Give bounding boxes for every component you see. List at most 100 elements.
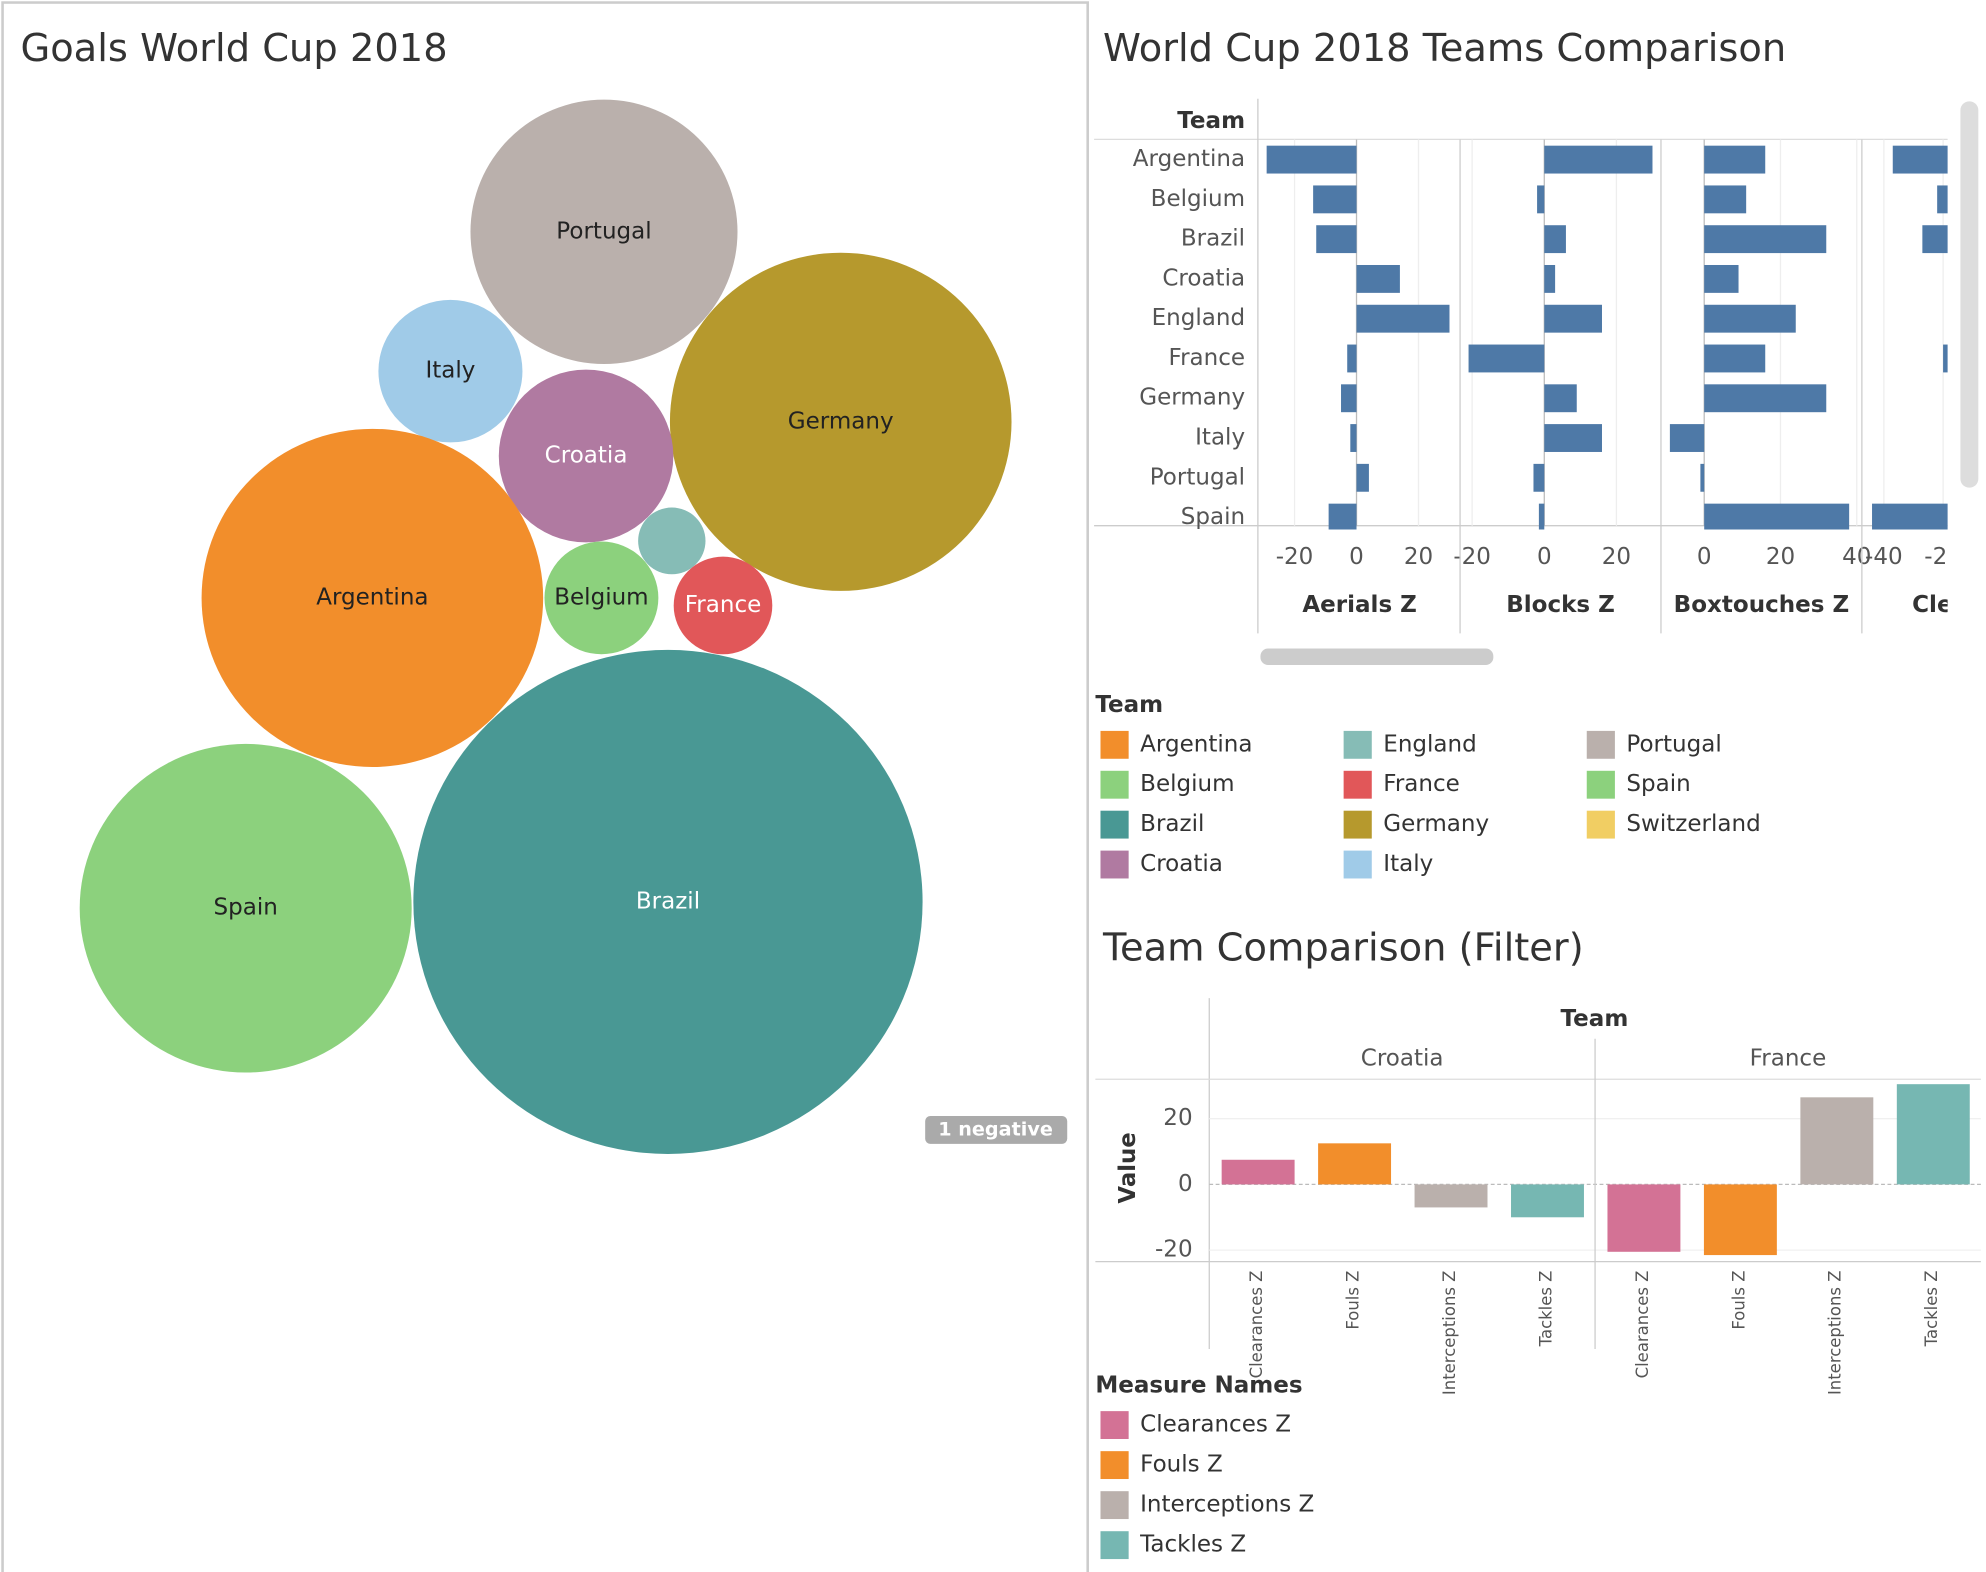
legend-swatch	[1343, 770, 1372, 799]
panel-label: Cleara..	[1912, 592, 1986, 618]
bar	[1533, 463, 1545, 492]
bubble-label: Italy	[425, 358, 475, 384]
bar	[1350, 424, 1357, 452]
bar	[1468, 344, 1545, 373]
bar	[1356, 463, 1369, 492]
bubble	[498, 369, 674, 543]
bubble	[201, 428, 544, 767]
bar	[1937, 185, 1948, 214]
bar	[1544, 424, 1602, 452]
bar	[1872, 503, 1948, 530]
bubble-label: Croatia	[545, 443, 628, 469]
bubble-chart: Goals World Cup 2018 Portugal Italy Germany…	[20, 27, 1761, 1154]
legend-label: Tackles Z	[1139, 1532, 1246, 1558]
bar	[1943, 344, 1948, 373]
panel-label: Boxtouches Z	[1674, 592, 1849, 618]
bar	[1800, 1097, 1874, 1185]
bar	[1511, 1184, 1584, 1218]
legend-label: Croatia	[1140, 851, 1223, 877]
panel-label: Aerials Z	[1302, 592, 1417, 618]
legend-title: Measure Names	[1095, 1372, 1302, 1398]
chart-title: Team Comparison (Filter)	[1102, 927, 1584, 971]
x-tick-label: Tackles Z	[1922, 1271, 1941, 1348]
y-header: Team	[1177, 108, 1245, 134]
legend-label: Spain	[1626, 771, 1690, 797]
bubble-label: Belgium	[554, 584, 648, 610]
bar	[1703, 1184, 1777, 1256]
bar	[1704, 344, 1766, 373]
chart-title: World Cup 2018 Teams Comparison	[1103, 27, 1786, 71]
bar	[1700, 463, 1705, 492]
legend-label: Portugal	[1626, 731, 1721, 757]
y-tick-label: 0	[1178, 1171, 1193, 1197]
bar	[1414, 1184, 1488, 1208]
y-axis-title: Value	[1115, 1132, 1141, 1203]
x-tick-label: -20	[1453, 544, 1491, 570]
group-label: France	[1750, 1046, 1827, 1072]
legend-label: Italy	[1383, 851, 1433, 877]
bar	[1221, 1159, 1295, 1185]
bar	[1544, 304, 1602, 333]
bar	[1607, 1184, 1681, 1252]
y-tick-label: Belgium	[1151, 186, 1245, 212]
bar	[1356, 304, 1450, 333]
legend-label: Interceptions Z	[1140, 1492, 1314, 1518]
h-scrollbar[interactable]	[1260, 648, 1494, 666]
plot-area: Argentina Belgium Brazil Croatia England Fran…	[1133, 139, 1948, 530]
legend-swatch	[1100, 730, 1129, 759]
x-tick-label: Tackles Z	[1536, 1271, 1555, 1348]
bar	[1316, 225, 1357, 254]
x-tick-label: 0	[1537, 544, 1552, 570]
bar	[1318, 1143, 1392, 1185]
x-tick-label: 0	[1697, 544, 1712, 570]
y-tick-label: Germany	[1139, 385, 1245, 411]
bar	[1544, 384, 1577, 413]
bar	[1704, 145, 1766, 174]
axis-area: -20 0 20 Aerials Z -20 0 20 Blocks Z 0 20 40 Boxtou…	[1276, 544, 1986, 618]
x-tick-label: Interceptions Z	[1826, 1271, 1845, 1396]
bar	[1892, 145, 1948, 174]
legend-label: France	[1383, 771, 1460, 797]
bubble-label: Spain	[214, 895, 278, 921]
y-tick-label: France	[1169, 345, 1246, 371]
y-tick-label: Croatia	[1162, 266, 1245, 292]
bar	[1704, 304, 1796, 333]
bar	[1356, 264, 1400, 293]
y-tick-label: England	[1152, 305, 1245, 331]
y-tick-label: Argentina	[1133, 146, 1245, 172]
x-tick-label: 20	[1602, 544, 1631, 570]
bar	[1669, 424, 1705, 452]
y-tick-label: Spain	[1181, 504, 1245, 530]
y-tick-label: 20	[1163, 1105, 1192, 1131]
legend-swatch	[1100, 810, 1129, 839]
bar	[1704, 225, 1827, 254]
legend-swatch	[1100, 1451, 1129, 1480]
x-tick-label: 20	[1766, 544, 1795, 570]
x-tick-label: 40	[1842, 544, 1871, 570]
left-panel	[1, 1, 1089, 1572]
x-tick-label: Interceptions Z	[1440, 1271, 1459, 1396]
y-tick-label: -20	[1155, 1237, 1193, 1263]
bubble	[638, 507, 706, 575]
column-header: Team	[1561, 1006, 1629, 1032]
bar	[1544, 225, 1566, 254]
bubble-label: Argentina	[316, 584, 428, 610]
legend-swatch	[1100, 1531, 1129, 1560]
legend-label: Germany	[1383, 811, 1489, 837]
bar	[1537, 185, 1545, 214]
v-scrollbar[interactable]	[1960, 101, 1979, 488]
annotation: 1 negative	[938, 1117, 1053, 1140]
x-tick-label: 0	[1349, 544, 1364, 570]
legend-title: Team	[1095, 692, 1163, 718]
bar	[1538, 503, 1545, 530]
bar	[1544, 145, 1653, 174]
panel-label: Blocks Z	[1506, 592, 1615, 618]
x-tick-label: -20	[1924, 544, 1962, 570]
legend-swatch	[1100, 1411, 1129, 1439]
x-tick-label: -20	[1276, 544, 1314, 570]
bar	[1704, 264, 1739, 293]
bar	[1313, 185, 1357, 214]
bubble-label: Brazil	[636, 888, 700, 914]
grouped-bar-chart: Team Comparison (Filter) Team Value -20 0 20 C…	[1095, 927, 1981, 1560]
